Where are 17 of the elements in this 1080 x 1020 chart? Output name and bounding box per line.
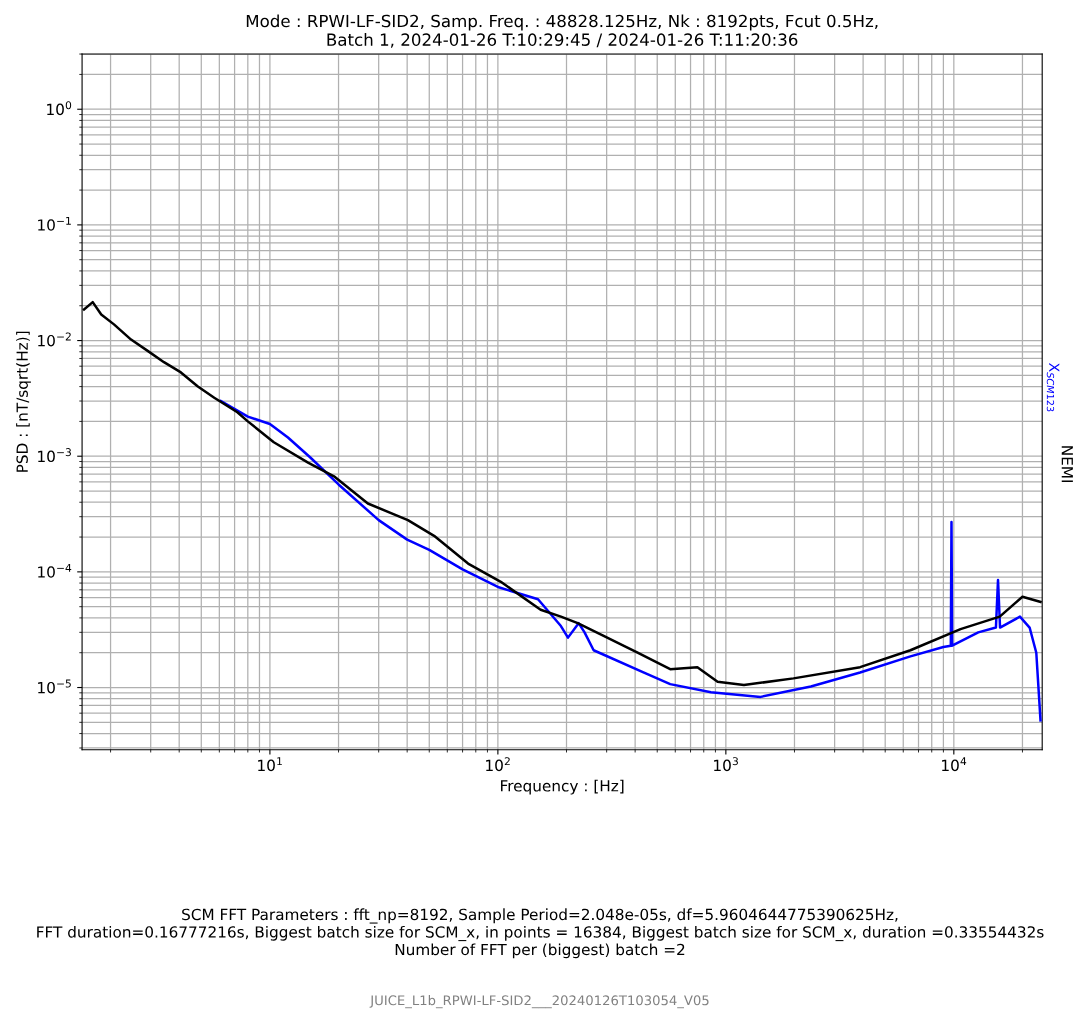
x-tick-label: 10$^{3}$ [714, 757, 738, 772]
y-axis-title: PSD : [nT/sqrt(Hz)] [16, 331, 31, 472]
x-tick-label: 10$^{1}$ [258, 757, 282, 772]
text: X$_{SCM123}$ [1046, 363, 1060, 412]
x-tick-label: 10$^{2}$ [486, 757, 510, 772]
y-tick-label: 10$^{0}$ [47, 101, 72, 116]
text: SCM FFT Parameters : fft_np=8192, Sample Period=2.048e-05s, df=5.9604644775390625Hz, FFT duration=0.16777216s, Biggest batch size for SCM_x, in points = 16384, Biggest batch size for SCM_x, duration =0.33554432s Number of FFT per (biggest) batch =2 [37, 908, 1044, 959]
y-tick-label: 10$^{−3}$ [38, 448, 71, 463]
x-axis-title: Frequency : [Hz] [501, 779, 624, 795]
chart-title: Mode : RPWI-LF-SID2, Samp. Freq. : 48828.125Hz, Nk : 8192pts, Fcut 0.5Hz, Batch 1, 2024-01-26 T:10:29:45 / 2024-01-26 T:11:20:36 [246, 14, 878, 48]
y-tick-label: 10$^{−1}$ [38, 216, 71, 231]
y-tick-label: 10$^{−4}$ [38, 563, 72, 578]
text: JUICE_L1b_RPWI-LF-SID2___20240126T103054_V05 [369, 995, 709, 1009]
text: NEMI [1061, 446, 1073, 482]
y-tick-label: 10$^{−2}$ [38, 332, 71, 347]
y-tick-label: 10$^{−5}$ [38, 679, 71, 694]
x-tick-label: 10$^{4}$ [942, 757, 967, 772]
